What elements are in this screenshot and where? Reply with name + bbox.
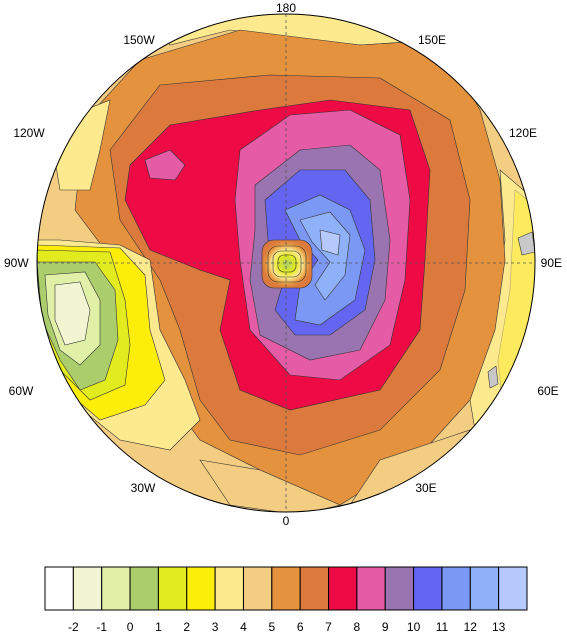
legend-swatch	[441, 566, 471, 611]
lon-label-60w: 60W	[9, 384, 34, 398]
legend-swatch	[242, 566, 273, 611]
lon-label-30w: 30W	[131, 481, 156, 495]
legend-label: 7	[325, 620, 332, 634]
legend-label: 5	[268, 620, 275, 634]
lon-label-60e: 60E	[537, 384, 558, 398]
pole-contours	[261, 239, 313, 289]
contour-level-minus1-left	[54, 281, 91, 346]
contour-island-8	[144, 149, 186, 181]
lon-label-180: 180	[276, 1, 296, 15]
legend-swatch	[356, 566, 386, 611]
longitude-labels: 180 0 90W 90E 150W 150E 120W 120E 60W 60…	[4, 1, 562, 528]
contour-level-13b	[319, 229, 341, 256]
lon-label-0: 0	[283, 514, 290, 528]
legend-label: 4	[240, 620, 247, 634]
lon-label-150w: 150W	[123, 33, 155, 47]
lon-label-30e: 30E	[415, 481, 436, 495]
legend-label: 10	[407, 620, 421, 634]
legend-swatch	[101, 566, 131, 611]
legend-label: 2	[183, 620, 190, 634]
legend-label: -2	[68, 620, 79, 634]
lon-label-120e: 120E	[509, 126, 537, 140]
legend-swatch	[72, 566, 103, 611]
legend-label: 1	[155, 620, 162, 634]
legend-label: 8	[354, 620, 361, 634]
legend-swatch	[469, 566, 500, 611]
legend-label: 3	[212, 620, 219, 634]
legend-swatch	[44, 566, 74, 611]
legend-swatch	[413, 566, 443, 611]
legend-swatch	[157, 566, 188, 611]
map-border	[36, 13, 536, 513]
legend-label: 13	[492, 620, 506, 634]
legend-label: 0	[127, 620, 134, 634]
legend-swatch	[498, 566, 528, 611]
color-legend: -2 -1 0 1 2 3 4 5 6 7 8 9 10 11 12 13	[44, 566, 528, 634]
legend-swatch	[271, 566, 301, 611]
lon-label-150e: 150E	[418, 33, 446, 47]
contour-map	[37, 14, 535, 512]
graticule	[37, 14, 535, 512]
lon-label-90e: 90E	[541, 256, 562, 270]
legend-label: 6	[297, 620, 304, 634]
land-mask-right	[517, 231, 535, 256]
legend-label: 9	[382, 620, 389, 634]
lon-label-120w: 120W	[13, 126, 45, 140]
legend-swatch	[129, 566, 159, 611]
land-mask-right-2	[487, 365, 499, 389]
contour-level-13	[299, 211, 351, 301]
legend-swatch	[384, 566, 415, 611]
legend-swatch	[214, 566, 244, 611]
legend-label: 11	[436, 620, 449, 634]
legend-swatch	[299, 566, 330, 611]
legend-label: 12	[464, 620, 478, 634]
legend-label: -1	[96, 620, 107, 634]
legend-swatch	[328, 566, 358, 611]
lon-label-90w: 90W	[4, 256, 29, 270]
legend-swatch	[186, 566, 216, 611]
